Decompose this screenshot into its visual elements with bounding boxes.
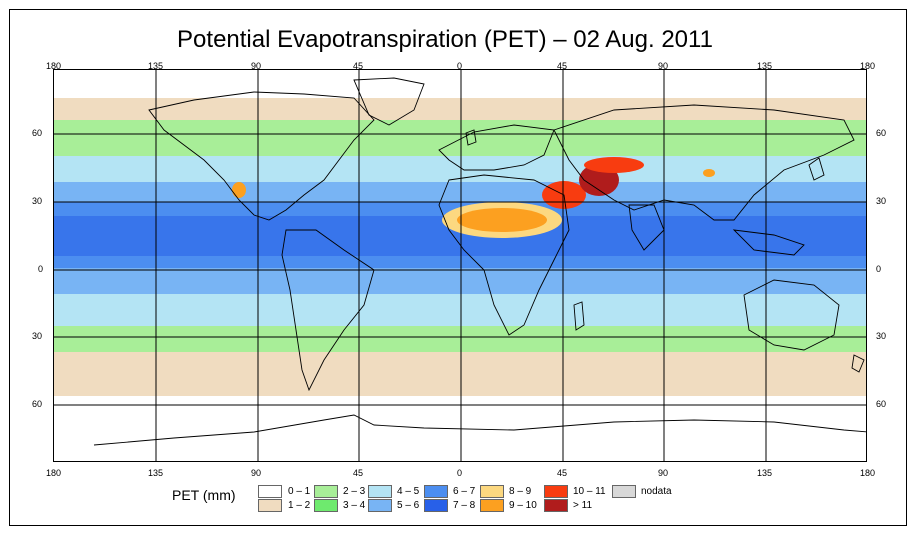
band-north-sub bbox=[54, 156, 866, 186]
legend-swatch-8 bbox=[480, 485, 504, 498]
lon-tick-top-5: 45 bbox=[557, 61, 568, 71]
band-south-sub2 bbox=[54, 294, 866, 330]
band-north-high bbox=[54, 98, 866, 124]
lat-tick-left-4: 60 bbox=[32, 399, 43, 409]
band-arctic bbox=[54, 70, 866, 102]
lon-tick-top-7: 135 bbox=[757, 61, 773, 71]
legend-label-6: 6 – 7 bbox=[453, 486, 476, 497]
band-south-sub bbox=[54, 268, 866, 298]
lat-tick-left-1: 30 bbox=[32, 196, 43, 206]
map-svg bbox=[54, 70, 866, 461]
legend-label-8: 8 – 9 bbox=[509, 486, 532, 497]
lat-tick-left-3: 30 bbox=[32, 331, 43, 341]
legend-swatch-11 bbox=[544, 499, 568, 512]
lon-tick-top-4: 0 bbox=[457, 61, 463, 71]
lat-tick-right-0: 60 bbox=[876, 128, 887, 138]
legend-label-11: > 11 bbox=[573, 500, 592, 511]
coastlines bbox=[93, 77, 866, 446]
lon-tick-top-1: 135 bbox=[148, 61, 164, 71]
legend-label-10: 10 – 11 bbox=[573, 486, 606, 497]
legend-label-5: 5 – 6 bbox=[397, 500, 420, 511]
lon-tick-bottom-0: 180 bbox=[46, 468, 62, 478]
figure-frame bbox=[9, 9, 907, 526]
legend-label-9: 9 – 10 bbox=[509, 500, 537, 511]
lon-tick-bottom-3: 45 bbox=[353, 468, 364, 478]
lon-tick-top-3: 45 bbox=[353, 61, 364, 71]
lon-tick-bottom-5: 45 bbox=[557, 468, 568, 478]
band-south-high bbox=[54, 352, 866, 398]
sahara-core bbox=[457, 208, 547, 232]
lat-tick-right-4: 60 bbox=[876, 399, 887, 409]
map-title: Potential Evapotranspiration (PET) – 02 … bbox=[177, 26, 713, 53]
lat-tick-right-2: 0 bbox=[876, 264, 882, 274]
lat-tick-left-0: 60 bbox=[32, 128, 43, 138]
lat-tick-right-1: 30 bbox=[876, 196, 887, 206]
legend-label-7: 7 – 8 bbox=[453, 500, 476, 511]
lon-tick-top-2: 90 bbox=[251, 61, 262, 71]
lon-tick-top-8: 180 bbox=[860, 61, 876, 71]
legend-label-1: 1 – 2 bbox=[288, 500, 311, 511]
lon-tick-bottom-1: 135 bbox=[148, 468, 164, 478]
legend-title: PET (mm) bbox=[172, 487, 236, 503]
legend-swatch-12 bbox=[612, 485, 636, 498]
graticule bbox=[54, 70, 866, 461]
lat-tick-right-3: 30 bbox=[876, 331, 887, 341]
legend-swatch-2 bbox=[314, 485, 338, 498]
lon-tick-bottom-7: 135 bbox=[757, 468, 773, 478]
band-south-mid bbox=[54, 326, 866, 356]
central-asia-region bbox=[584, 157, 644, 173]
pet-world-map bbox=[53, 69, 867, 462]
legend-swatch-9 bbox=[480, 499, 504, 512]
lon-tick-bottom-2: 90 bbox=[251, 468, 262, 478]
lon-tick-top-0: 180 bbox=[46, 61, 62, 71]
legend-swatch-1 bbox=[258, 499, 282, 512]
legend-swatch-3 bbox=[314, 499, 338, 512]
legend-swatch-0 bbox=[258, 485, 282, 498]
legend-swatch-6 bbox=[424, 485, 448, 498]
legend-label-0: 0 – 1 bbox=[288, 486, 311, 497]
lon-tick-top-6: 90 bbox=[658, 61, 669, 71]
sw-us-region bbox=[232, 182, 246, 198]
band-north-mid bbox=[54, 120, 866, 160]
legend-swatch-5 bbox=[368, 499, 392, 512]
legend-label-4: 4 – 5 bbox=[397, 486, 420, 497]
lon-tick-bottom-8: 180 bbox=[860, 468, 876, 478]
china-region bbox=[703, 169, 715, 177]
legend-swatch-10 bbox=[544, 485, 568, 498]
legend-label-3: 3 – 4 bbox=[343, 500, 366, 511]
legend-label-12: nodata bbox=[641, 486, 672, 497]
legend-swatch-4 bbox=[368, 485, 392, 498]
lon-tick-bottom-6: 90 bbox=[658, 468, 669, 478]
lon-tick-bottom-4: 0 bbox=[457, 468, 463, 478]
legend-label-2: 2 – 3 bbox=[343, 486, 366, 497]
legend-swatch-7 bbox=[424, 499, 448, 512]
lat-tick-left-2: 0 bbox=[38, 264, 44, 274]
